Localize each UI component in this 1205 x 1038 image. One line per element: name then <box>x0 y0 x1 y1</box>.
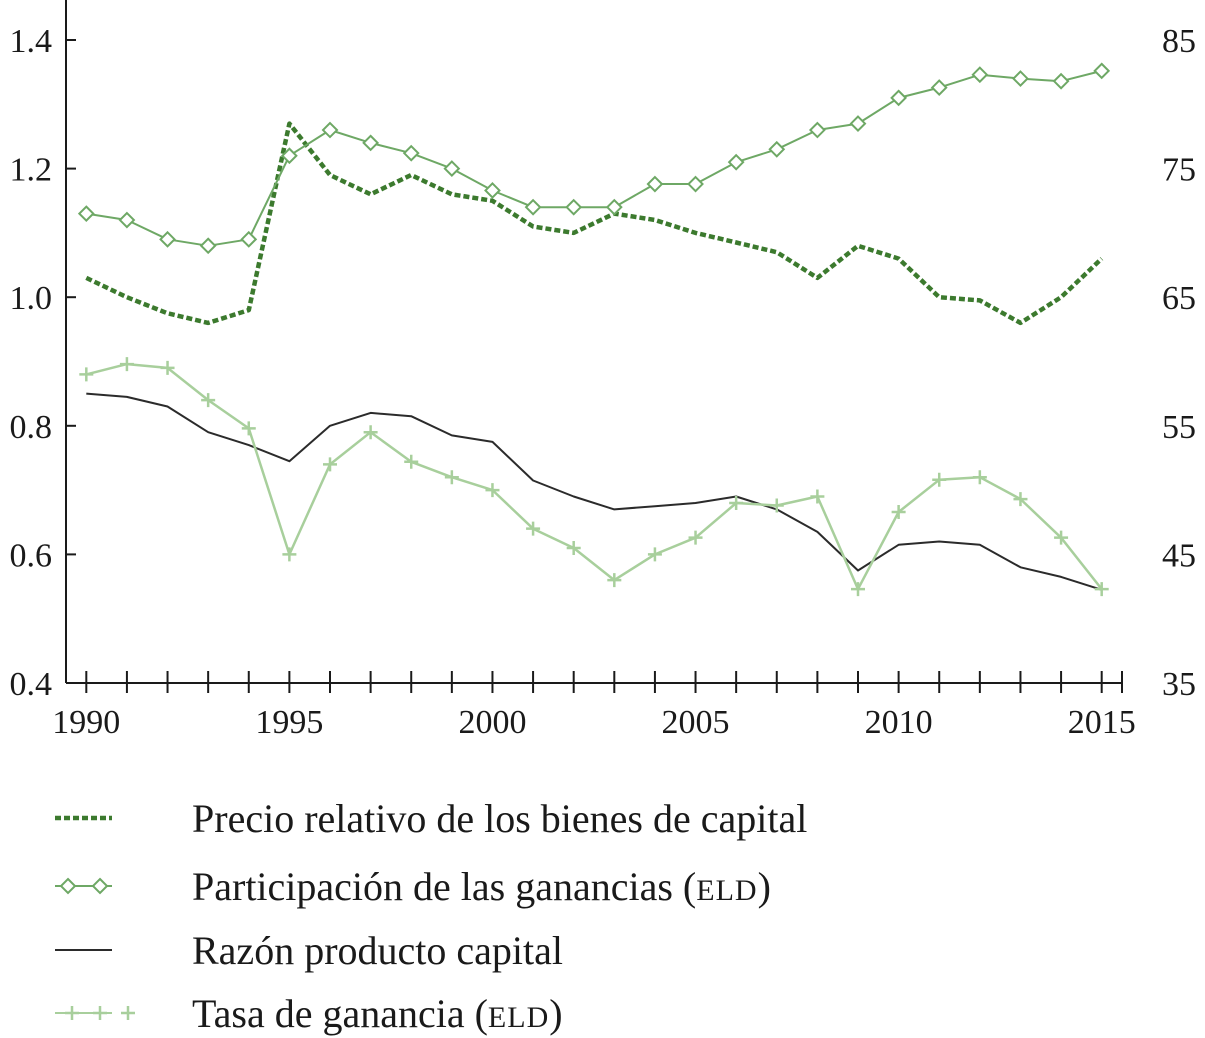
data-point <box>444 470 459 485</box>
data-point <box>727 153 745 171</box>
series-line <box>86 69 1102 247</box>
y-tick-label-left: 0.6 <box>10 537 53 574</box>
data-point <box>241 421 256 436</box>
data-point <box>1093 62 1111 80</box>
data-point <box>930 79 948 96</box>
data-point <box>240 230 258 248</box>
series-3 <box>79 357 1109 597</box>
series-2 <box>86 392 1103 591</box>
data-point <box>1012 70 1029 87</box>
y-tick-label-right: 35 <box>1162 666 1196 703</box>
legend-label: Razón producto capital <box>192 928 563 973</box>
legend-label: Participación de las ganancias (ELD) <box>192 864 771 909</box>
data-point <box>484 182 501 199</box>
data-point <box>687 175 704 193</box>
y-tick-label-left: 1.0 <box>10 280 53 317</box>
legend-item-0: Precio relativo de los bienes de capital <box>55 796 807 841</box>
axes: 0.4 0.6 0.8 1.0 1.2 1.4 35 45 55 65 75 85 1990 1995 20… <box>10 0 1196 741</box>
data-point <box>362 134 380 152</box>
data-point <box>808 121 826 139</box>
data-point <box>443 160 461 178</box>
y-tick-label-right: 85 <box>1162 23 1196 60</box>
data-point <box>79 367 94 382</box>
data-point <box>280 147 298 165</box>
plot-area <box>77 62 1111 597</box>
y-tick-label-left: 0.8 <box>10 409 53 446</box>
y-tick-label-right: 55 <box>1162 409 1196 446</box>
data-point <box>769 498 784 513</box>
x-tick-label: 2005 <box>662 704 730 741</box>
data-point <box>1052 72 1070 90</box>
series-1 <box>77 62 1111 255</box>
data-point <box>565 198 583 216</box>
data-point <box>323 457 337 472</box>
data-point <box>1013 492 1028 507</box>
series-line <box>85 121 1104 326</box>
data-point <box>160 360 175 375</box>
x-tick-label: 2010 <box>865 704 933 741</box>
data-point <box>119 357 134 372</box>
data-point <box>1054 530 1069 545</box>
y-tick-label-left: 1.2 <box>10 152 53 189</box>
data-point <box>1094 582 1109 597</box>
data-point <box>849 115 867 133</box>
legend-label: Tasa de ganancia (ELD) <box>192 991 563 1036</box>
data-point <box>810 489 825 504</box>
legend-marker <box>121 1006 135 1020</box>
legend-marker <box>91 877 109 895</box>
data-point <box>201 393 216 408</box>
y-tick-label-right: 45 <box>1162 537 1196 574</box>
data-point <box>159 230 176 248</box>
legend-label: Precio relativo de los bienes de capital <box>192 796 807 841</box>
legend-item-2: Razón producto capital <box>55 928 563 973</box>
legend-item-3: Tasa de ganancia (ELD) <box>55 991 563 1036</box>
x-tick-label: 1995 <box>255 704 323 741</box>
data-point <box>402 144 420 162</box>
legend-marker <box>65 1006 79 1020</box>
data-point <box>282 547 297 562</box>
y-tick-label-right: 75 <box>1162 152 1196 189</box>
data-point <box>605 198 623 216</box>
series-line <box>85 362 1103 591</box>
y-tick-label-left: 1.4 <box>10 23 53 60</box>
x-tick-label: 2015 <box>1068 704 1136 741</box>
data-point <box>118 211 136 229</box>
data-point <box>363 425 378 440</box>
data-point <box>321 121 339 139</box>
data-point <box>729 495 744 510</box>
y-tick-label-right: 65 <box>1162 280 1196 317</box>
legend-item-1: Participación de las ganancias (ELD) <box>55 864 771 909</box>
series-line <box>86 392 1103 591</box>
data-point <box>768 140 786 158</box>
data-point <box>972 470 987 485</box>
data-point <box>607 573 622 588</box>
legend: Precio relativo de los bienes de capital… <box>55 796 807 1036</box>
data-point <box>647 547 662 562</box>
data-point <box>932 472 947 487</box>
data-point <box>404 454 419 469</box>
x-tick-label: 2000 <box>458 704 526 741</box>
data-point <box>485 483 500 498</box>
data-point <box>890 89 908 107</box>
data-point <box>77 205 95 223</box>
y-tick-label-left: 0.4 <box>10 666 53 703</box>
series-0 <box>85 121 1104 326</box>
x-tick-label: 1990 <box>52 704 120 741</box>
data-point <box>688 530 703 545</box>
legend-marker <box>59 877 77 895</box>
data-point <box>891 504 906 519</box>
legend-marker <box>93 1006 107 1020</box>
data-point <box>851 582 865 597</box>
data-point <box>526 521 541 536</box>
data-point <box>971 66 989 84</box>
data-point <box>566 540 581 555</box>
data-point <box>646 175 664 193</box>
data-point <box>199 237 217 255</box>
data-point <box>524 198 542 216</box>
